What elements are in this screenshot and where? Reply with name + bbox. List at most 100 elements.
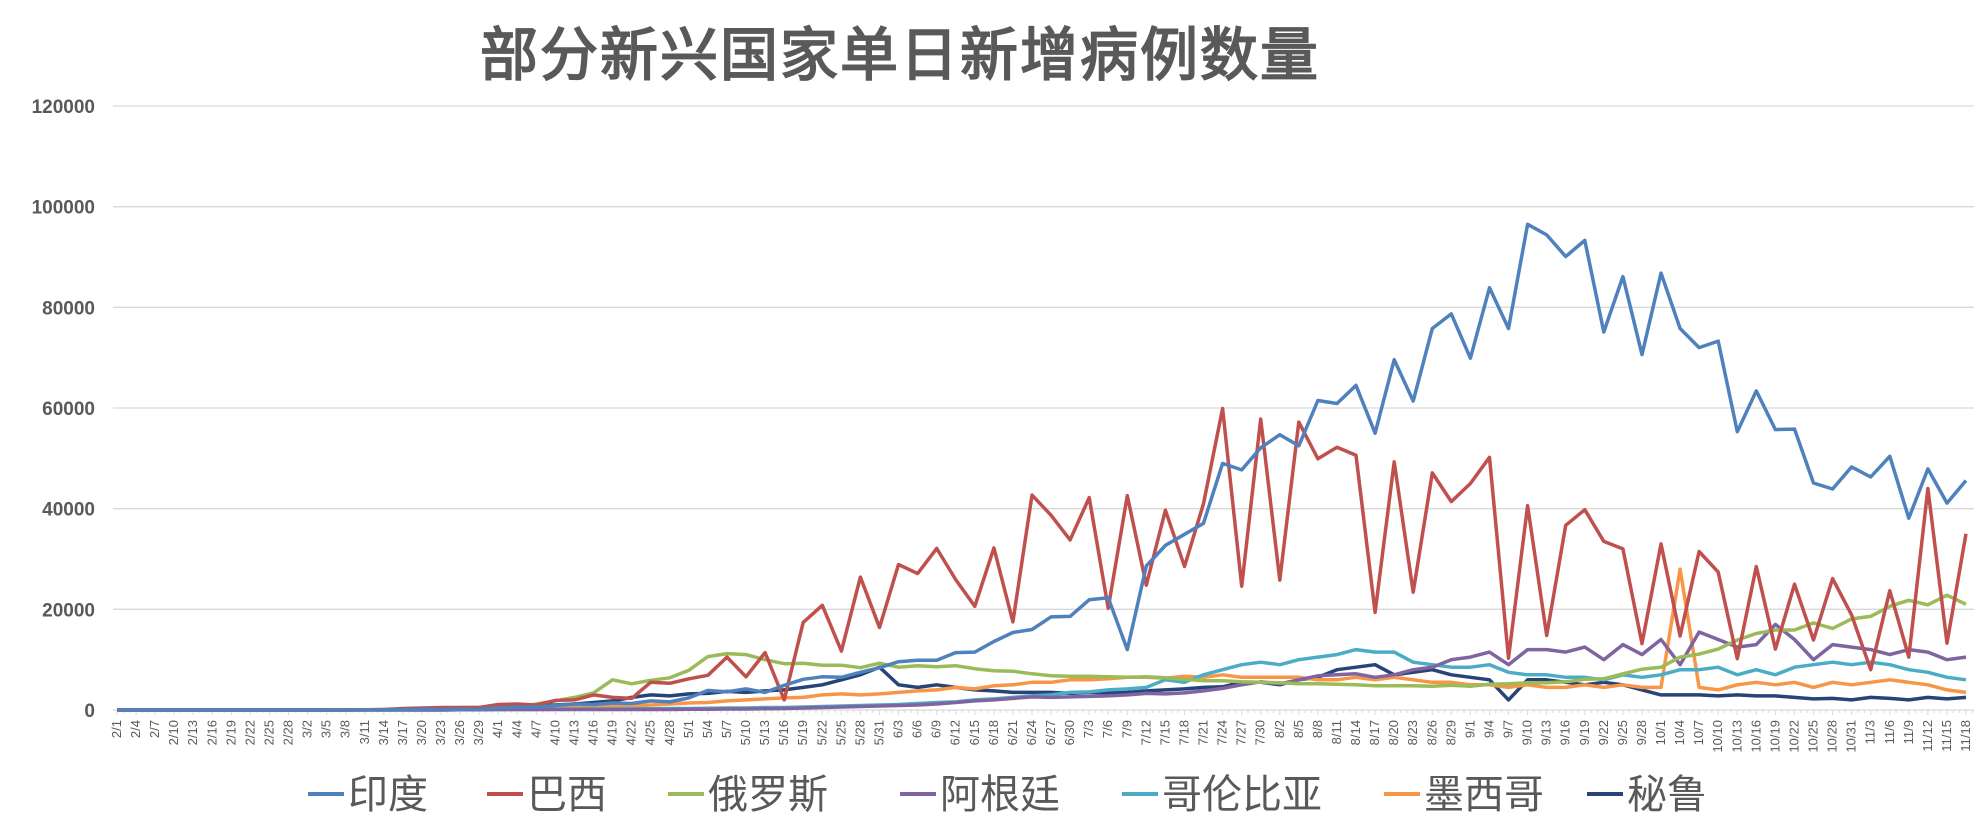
x-tick-label: 5/10 xyxy=(738,720,753,745)
legend-label: 秘鲁 xyxy=(1627,772,1707,818)
x-tick-label: 3/5 xyxy=(319,720,334,738)
x-tick-label: 6/18 xyxy=(986,720,1001,745)
x-tick-label: 5/16 xyxy=(776,720,791,745)
legend-label: 墨西哥 xyxy=(1424,772,1544,818)
x-tick-label: 9/13 xyxy=(1539,720,1554,745)
x-tick-label: 4/1 xyxy=(490,720,505,738)
x-tick-label: 6/9 xyxy=(929,720,944,738)
x-tick-label: 10/7 xyxy=(1691,720,1706,745)
x-tick-label: 2/4 xyxy=(128,720,143,738)
x-tick-label: 7/6 xyxy=(1100,720,1115,738)
x-tick-label: 9/1 xyxy=(1462,720,1477,738)
x-tick-label: 6/24 xyxy=(1024,720,1039,745)
x-tick-label: 10/19 xyxy=(1767,720,1782,753)
y-tick-label: 40000 xyxy=(42,500,95,521)
series-line-4 xyxy=(117,647,1967,712)
y-tick-label: 120000 xyxy=(32,97,95,118)
x-tick-label: 10/10 xyxy=(1710,720,1725,753)
x-tick-label: 3/8 xyxy=(338,720,353,738)
x-tick-label: 2/1 xyxy=(109,720,124,738)
x-tick-label: 9/19 xyxy=(1577,720,1592,745)
x-tick-label: 6/12 xyxy=(948,720,963,745)
x-tick-label: 7/3 xyxy=(1081,720,1096,738)
legend: 印度 巴西 俄罗斯 阿根廷 哥伦比亚 墨西哥 秘鲁 xyxy=(308,772,1707,818)
x-tick-label: 11/6 xyxy=(1882,720,1897,744)
x-axis: 2/1 2/4 2/7 2/10 2/13 2/16 2/19 2/22 2/25 2/28 3/2… xyxy=(109,710,1973,753)
x-tick-label: 8/26 xyxy=(1424,720,1439,745)
x-tick-label: 8/29 xyxy=(1443,720,1458,745)
x-tick-label: 5/31 xyxy=(871,720,886,745)
x-tick-label: 10/25 xyxy=(1806,720,1821,753)
x-tick-label: 11/15 xyxy=(1939,720,1954,752)
x-tick-label: 6/6 xyxy=(910,720,925,738)
legend-item: 哥伦比亚 xyxy=(1122,772,1322,818)
x-tick-label: 6/15 xyxy=(967,720,982,745)
series-line-0 xyxy=(117,222,1968,712)
series-line-3 xyxy=(117,622,1967,712)
x-tick-label: 8/5 xyxy=(1291,720,1306,738)
x-tick-label: 10/31 xyxy=(1844,720,1859,753)
x-tick-label: 5/28 xyxy=(852,720,867,745)
x-tick-label: 6/3 xyxy=(891,720,906,738)
x-tick-label: 10/1 xyxy=(1653,720,1668,745)
x-tick-label: 7/30 xyxy=(1253,720,1268,745)
x-tick-label: 10/28 xyxy=(1825,720,1840,753)
x-tick-label: 7/12 xyxy=(1138,720,1153,745)
x-tick-label: 9/28 xyxy=(1634,720,1649,745)
x-tick-label: 5/7 xyxy=(719,720,734,738)
x-tick-label: 7/9 xyxy=(1119,720,1134,738)
x-tick-label: 9/4 xyxy=(1481,720,1496,738)
x-tick-label: 7/24 xyxy=(1215,720,1230,745)
legend-label: 阿根廷 xyxy=(940,772,1060,818)
x-tick-label: 8/23 xyxy=(1405,720,1420,745)
gridlines xyxy=(113,105,1974,711)
x-tick-label: 7/21 xyxy=(1196,720,1211,745)
x-tick-label: 10/4 xyxy=(1672,720,1687,745)
x-tick-label: 2/16 xyxy=(204,720,219,745)
x-tick-label: 4/10 xyxy=(547,720,562,745)
x-tick-label: 4/25 xyxy=(643,720,658,745)
x-tick-label: 5/25 xyxy=(833,720,848,745)
x-tick-label: 7/15 xyxy=(1157,720,1172,745)
legend-label: 印度 xyxy=(348,772,428,818)
x-tick-label: 9/25 xyxy=(1615,720,1630,745)
x-tick-label: 7/27 xyxy=(1234,720,1249,745)
legend-label: 俄罗斯 xyxy=(708,772,828,818)
x-tick-label: 2/19 xyxy=(223,720,238,745)
x-tick-label: 10/16 xyxy=(1748,720,1763,753)
x-tick-label: 6/30 xyxy=(1062,720,1077,745)
x-tick-label: 11/3 xyxy=(1863,720,1878,744)
x-tick-label: 5/1 xyxy=(681,720,696,738)
x-tick-label: 10/22 xyxy=(1786,720,1801,753)
y-tick-label: 60000 xyxy=(42,399,95,420)
x-tick-label: 6/27 xyxy=(1043,720,1058,745)
x-tick-label: 8/11 xyxy=(1329,720,1344,744)
x-tick-label: 3/29 xyxy=(471,720,486,745)
x-tick-label: 6/21 xyxy=(1005,720,1020,745)
x-tick-label: 2/7 xyxy=(147,720,162,738)
y-axis: 0 20000 40000 60000 80000 100000 120000 xyxy=(32,97,95,722)
x-tick-label: 9/16 xyxy=(1558,720,1573,745)
legend-item: 印度 xyxy=(308,772,428,818)
x-tick-label: 2/28 xyxy=(281,720,296,745)
x-tick-label: 3/2 xyxy=(300,720,315,738)
x-tick-label: 4/7 xyxy=(528,720,543,738)
x-tick-label: 3/23 xyxy=(433,720,448,745)
x-tick-label: 4/19 xyxy=(605,720,620,745)
legend-item: 俄罗斯 xyxy=(668,772,828,818)
x-tick-label: 8/17 xyxy=(1367,720,1382,745)
series-lines xyxy=(117,222,1968,712)
legend-item: 墨西哥 xyxy=(1384,772,1544,818)
x-tick-label: 5/19 xyxy=(795,720,810,745)
x-tick-label: 3/20 xyxy=(414,720,429,745)
x-tick-label: 8/14 xyxy=(1348,720,1363,745)
x-tick-label: 4/28 xyxy=(662,720,677,745)
x-tick-label: 11/9 xyxy=(1901,720,1916,744)
legend-item: 巴西 xyxy=(487,772,607,818)
series-line-1 xyxy=(117,406,1968,712)
x-tick-label: 8/20 xyxy=(1386,720,1401,745)
x-tick-label: 9/7 xyxy=(1501,720,1516,738)
x-tick-label: 3/17 xyxy=(395,720,410,745)
x-tick-label: 11/18 xyxy=(1958,720,1973,752)
